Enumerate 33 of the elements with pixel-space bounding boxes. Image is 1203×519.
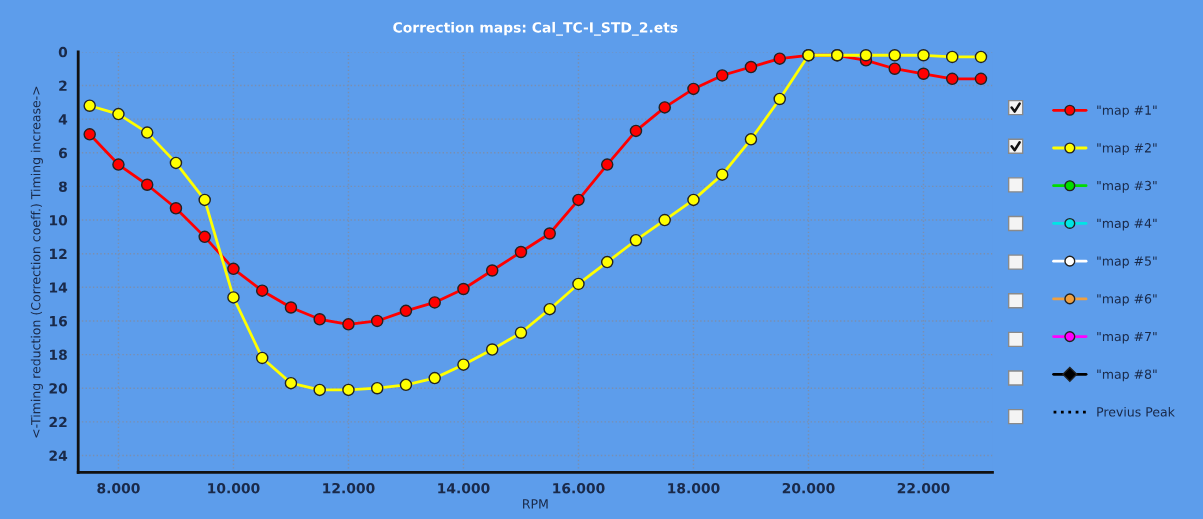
x-tick-label: 12.000 bbox=[323, 482, 375, 494]
legend-label: "map #4" bbox=[1097, 218, 1157, 231]
x-tick-label: 20.000 bbox=[782, 482, 835, 494]
legend-label: "map #8" bbox=[1097, 369, 1157, 382]
x-tick-label: 14.000 bbox=[438, 482, 490, 494]
x-tick-label: 22.000 bbox=[897, 482, 950, 494]
y-tick-label: 24 bbox=[49, 450, 68, 461]
legend-label: "map #3" bbox=[1097, 180, 1157, 193]
y-tick-label: 0 bbox=[58, 46, 68, 58]
x-tick-label: 16.000 bbox=[553, 482, 605, 494]
legend-label: "map #7" bbox=[1097, 331, 1157, 344]
x-tick-label: 18.000 bbox=[668, 482, 720, 494]
y-tick-label: 18 bbox=[50, 349, 67, 361]
legend-label: "map #6" bbox=[1097, 293, 1157, 306]
y-tick-label: 16 bbox=[50, 315, 68, 327]
y-tick-label: 10 bbox=[50, 215, 68, 226]
legend-label: "map #5" bbox=[1097, 256, 1157, 269]
x-tick-label: 10.000 bbox=[208, 482, 260, 494]
y-tick-label: 22 bbox=[49, 416, 67, 428]
legend-label: "map #2" bbox=[1097, 143, 1157, 155]
y-tick-label: 20 bbox=[49, 383, 68, 394]
y-tick-label: 4 bbox=[58, 114, 68, 125]
x-tick-label: 8.000 bbox=[97, 482, 140, 494]
y-tick-label: 14 bbox=[50, 282, 68, 293]
chart-title: Correction maps: Cal_TC-I_STD_2.ets bbox=[393, 21, 678, 36]
y-tick-label: 12 bbox=[50, 248, 67, 259]
legend-label: "map #1" bbox=[1097, 105, 1157, 118]
legend-label: Previus Peak bbox=[1097, 406, 1175, 417]
y-tick-label: 8 bbox=[58, 181, 67, 192]
y-tick-label: 6 bbox=[58, 147, 68, 159]
y-tick-label: 2 bbox=[59, 80, 67, 91]
y-axis-title: <-Timing reduction (Correction coeff.) Timing increase-> bbox=[30, 86, 43, 438]
x-axis-title: RPM bbox=[523, 499, 548, 509]
